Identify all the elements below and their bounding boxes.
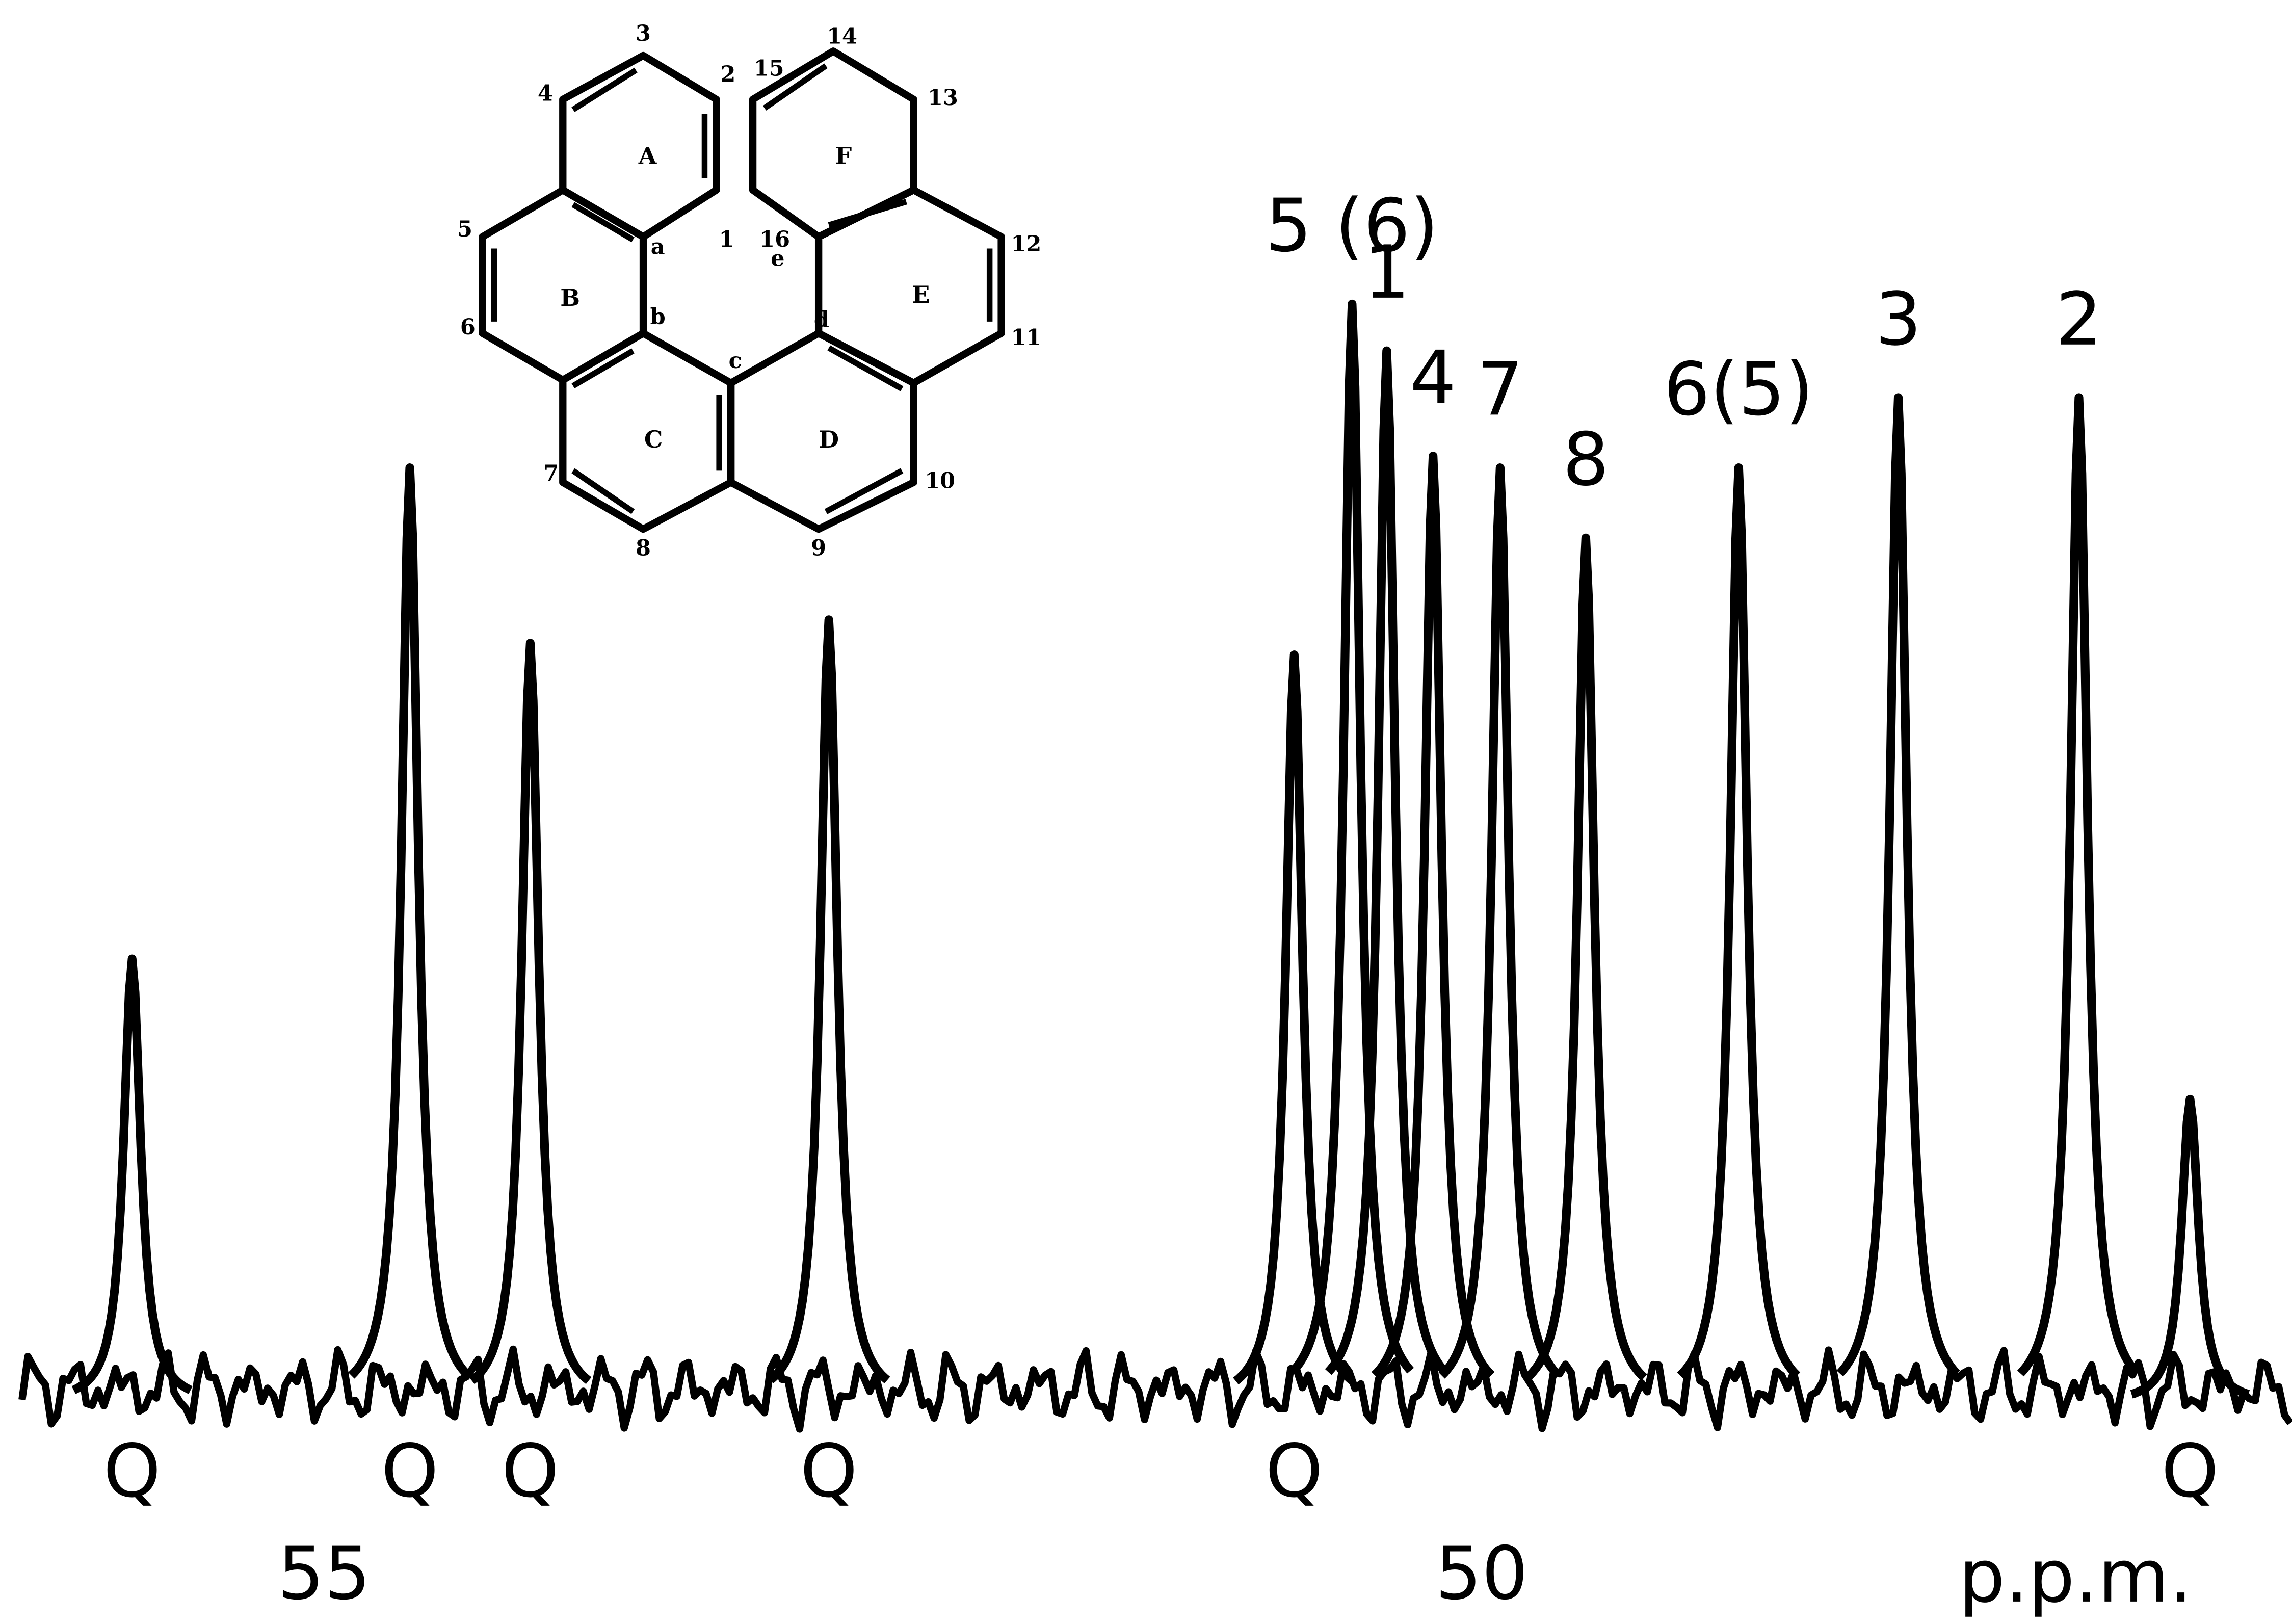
atom-label: 13: [928, 85, 958, 111]
double-bond: [762, 63, 828, 111]
x-axis-label: p.p.m.: [1959, 1534, 2192, 1619]
atom-label: 7: [543, 461, 559, 486]
ring-label: B: [560, 284, 580, 311]
double-bond: [824, 468, 904, 514]
peak: [1677, 463, 1801, 1379]
atom-label: 5: [457, 217, 472, 242]
double-bond: [571, 348, 635, 389]
peak-label: 4: [1410, 335, 1456, 420]
baseline-trace: [18, 1345, 2292, 1433]
atom-label: 10: [925, 468, 955, 493]
atom-label: 16: [759, 227, 790, 252]
peak-label: Q: [800, 1428, 858, 1513]
atom-label: a: [651, 234, 665, 260]
peak: [1371, 452, 1495, 1378]
atom-label: 12: [1011, 231, 1041, 257]
peak: [767, 615, 890, 1383]
atom-label: e: [771, 246, 784, 271]
peak: [1290, 299, 1414, 1374]
peak: [71, 954, 193, 1394]
atom-label: b: [650, 304, 666, 330]
atom-label: c: [729, 348, 742, 374]
atom-label: 4: [538, 81, 553, 106]
peak-label: 2: [2056, 277, 2102, 362]
atom-label: 6: [460, 315, 476, 340]
double-bond: [571, 67, 638, 112]
double-bonds: [491, 63, 993, 514]
double-bond: [828, 199, 907, 228]
peak: [1524, 533, 1647, 1381]
atom-label: d: [814, 307, 829, 333]
atom-label: 11: [1011, 325, 1041, 350]
double-bond: [571, 202, 635, 243]
peak-label: Q: [502, 1428, 559, 1513]
double-bond: [827, 345, 904, 391]
ring-label: E: [912, 281, 930, 308]
atom-label: 1: [719, 227, 734, 252]
ring-label: C: [644, 426, 663, 453]
peak: [1836, 393, 1960, 1377]
atom-label: 15: [754, 56, 784, 82]
peak-label: Q: [381, 1428, 439, 1513]
ring-f: [749, 47, 917, 241]
peak: [1233, 650, 1356, 1385]
x-tick-label: 50: [1435, 1531, 1528, 1616]
atom-label: 9: [811, 535, 826, 561]
peak-label: 8: [1563, 417, 1609, 502]
ring-label: A: [638, 142, 657, 170]
atom-label: 8: [636, 535, 651, 561]
peak: [2017, 393, 2141, 1377]
molecule: A B C D E F 1 2 3 4 5 6 7 8 9 10 11 12 1…: [457, 21, 1041, 561]
peak-label: Q: [2161, 1428, 2219, 1513]
peak: [348, 463, 471, 1379]
peak: [469, 639, 592, 1384]
ring-label: F: [835, 142, 852, 170]
peak: [1325, 346, 1448, 1375]
double-bond: [571, 468, 635, 514]
x-tick-label: 55: [278, 1531, 371, 1616]
peak-label: 3: [1875, 277, 1921, 362]
peak: [2130, 1094, 2250, 1399]
peak-label: Q: [103, 1428, 161, 1513]
ring-label: D: [819, 426, 839, 453]
peak-label: 1: [1363, 230, 1410, 315]
peak-label: 6(5): [1664, 347, 1813, 432]
peak-label: Q: [1266, 1428, 1323, 1513]
atom-label: 14: [827, 24, 857, 49]
peak-label: 7: [1477, 347, 1523, 432]
peak: [1438, 463, 1562, 1379]
peak-label: 5 (6): [1266, 183, 1439, 268]
atom-label: 2: [720, 62, 735, 87]
atom-label: 3: [636, 21, 651, 46]
